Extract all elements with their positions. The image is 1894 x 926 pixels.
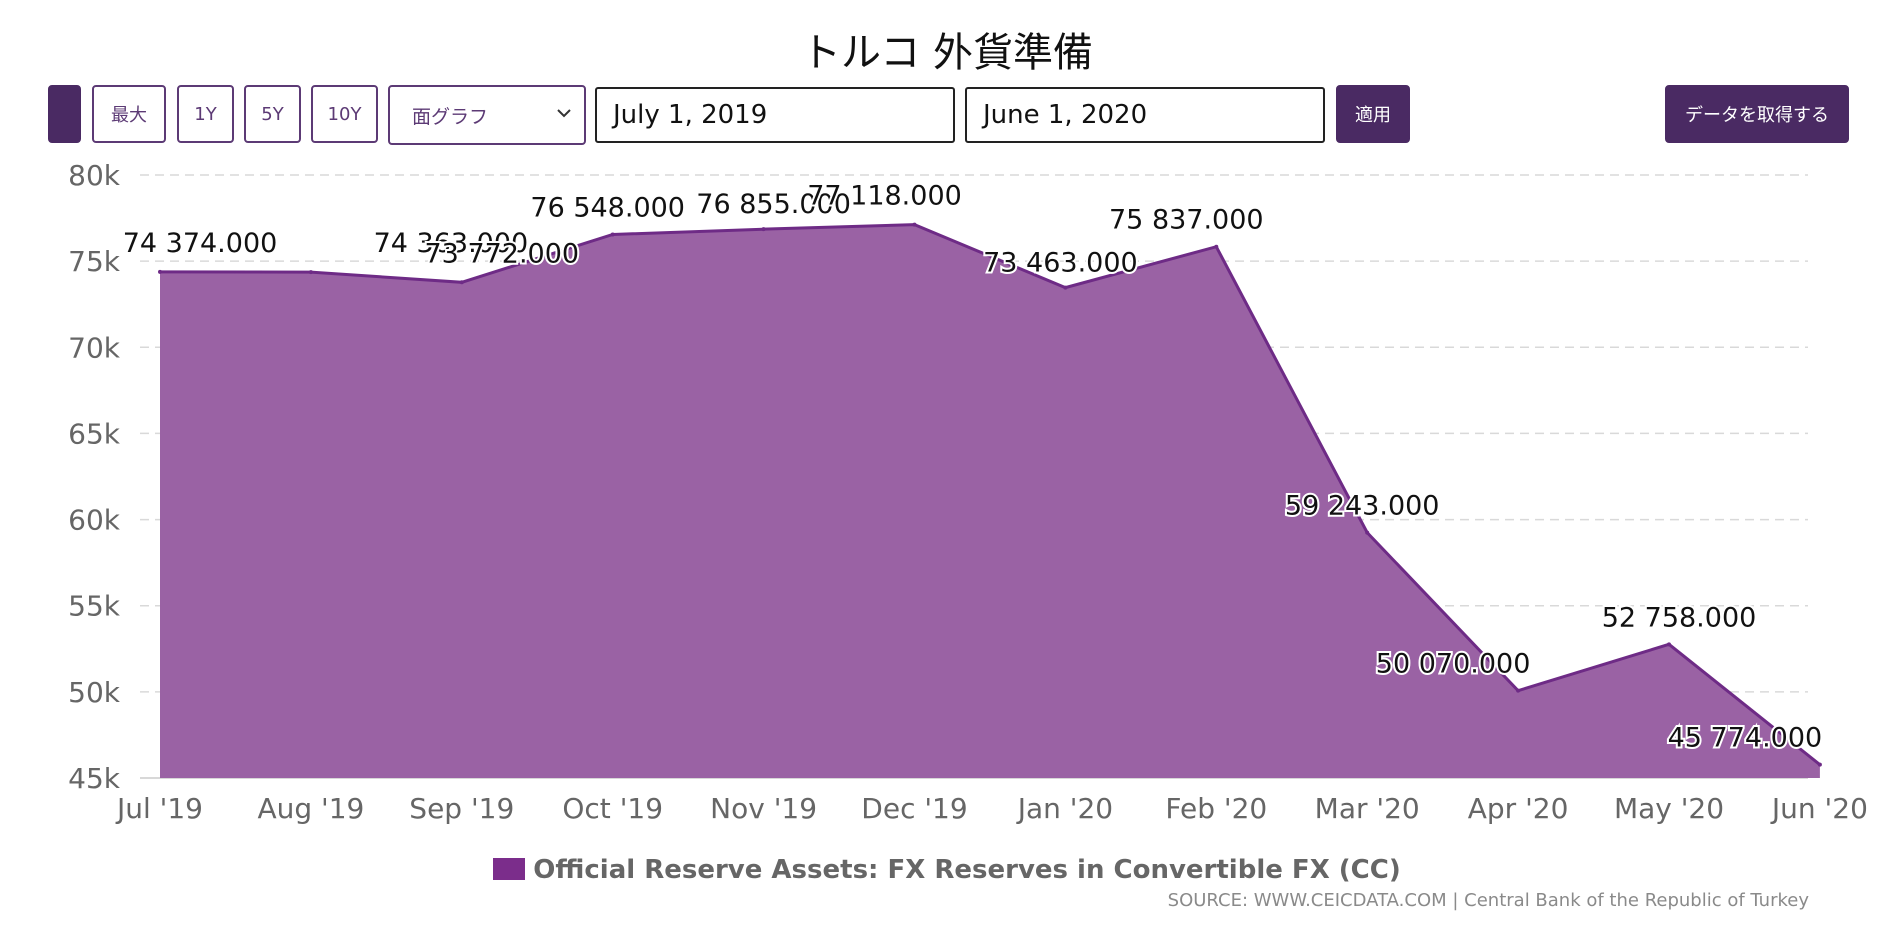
- data-label: 73 463.000: [983, 248, 1138, 279]
- data-label: 52 758.000: [1602, 602, 1757, 633]
- x-tick-label: Nov '19: [710, 792, 817, 825]
- data-label: 77 118.000: [807, 181, 962, 212]
- get-data-button[interactable]: データを取得する: [1665, 85, 1849, 143]
- x-tick-label: Dec '19: [861, 792, 967, 825]
- x-tick-label: Jun '20: [1770, 792, 1868, 825]
- y-tick-label: 45k: [68, 762, 121, 795]
- data-label: 59 243.000: [1285, 491, 1440, 522]
- legend-swatch: [493, 858, 526, 880]
- y-tick-label: 75k: [68, 245, 121, 278]
- data-point: [610, 232, 615, 237]
- data-point: [308, 270, 313, 275]
- data-point: [1365, 530, 1370, 535]
- x-tick-label: Apr '20: [1468, 792, 1569, 825]
- x-tick-label: Jul '19: [115, 792, 203, 825]
- chart-type-select[interactable]: 面グラフ: [388, 85, 586, 145]
- y-tick-label: 70k: [68, 331, 121, 364]
- data-point: [1063, 285, 1068, 290]
- data-label: 73 772.000: [425, 238, 580, 269]
- x-tick-label: May '20: [1614, 792, 1724, 825]
- data-label: 50 070.000: [1376, 649, 1531, 680]
- data-point: [158, 269, 162, 274]
- series-line: [159, 223, 1821, 766]
- end-date-input[interactable]: June 1, 2020: [965, 87, 1325, 143]
- y-tick-label: 80k: [68, 159, 121, 192]
- chevron-down-icon: [557, 109, 571, 118]
- data-point: [1667, 642, 1671, 647]
- source-note: SOURCE: WWW.CEICDATA.COM | Central Bank …: [1167, 890, 1809, 911]
- y-axis: 45k 50k 55k 60k 65k 70k 75k 80k: [68, 159, 121, 795]
- data-point: [459, 280, 464, 285]
- data-label: 76 548.000: [530, 192, 685, 223]
- legend-label: Official Reserve Assets: FX Reserves in …: [533, 855, 1401, 885]
- range-5y-button[interactable]: 5Y: [244, 85, 301, 143]
- start-date-input[interactable]: July 1, 2019: [595, 87, 955, 143]
- x-tick-label: Mar '20: [1315, 792, 1420, 825]
- x-axis: Jul '19 Aug '19 Sep '19 Oct '19 Nov '19 Dec '…: [115, 792, 1868, 825]
- data-point: [761, 227, 766, 232]
- x-tick-label: Sep '19: [409, 792, 514, 825]
- apply-button[interactable]: 適用: [1336, 85, 1410, 143]
- x-tick-label: Jan '20: [1016, 792, 1113, 825]
- data-point: [1214, 244, 1219, 249]
- range-10y-button[interactable]: 10Y: [311, 85, 378, 143]
- chart-title: トルコ 外貨準備: [801, 30, 1093, 76]
- menu-button[interactable]: [48, 85, 81, 143]
- data-point: [912, 222, 917, 227]
- x-tick-label: Oct '19: [562, 792, 663, 825]
- y-tick-label: 55k: [68, 590, 121, 623]
- y-tick-label: 60k: [68, 504, 121, 537]
- toolbar: 最大 1Y 5Y 10Y 面グラフ July 1, 2019 June 1, 2…: [48, 85, 1849, 145]
- y-tick-label: 50k: [68, 676, 121, 709]
- x-tick-label: Aug '19: [257, 792, 364, 825]
- series-area: [160, 224, 1820, 779]
- data-label: 74 363.000: [374, 228, 529, 259]
- range-1y-button[interactable]: 1Y: [177, 85, 234, 143]
- data-label: 45 774.000: [1668, 723, 1823, 754]
- x-tick-label: Feb '20: [1165, 792, 1267, 825]
- data-label: 75 837.000: [1109, 205, 1264, 236]
- y-tick-label: 65k: [68, 417, 121, 450]
- data-point: [1516, 688, 1521, 693]
- data-label: 74 374.000: [123, 228, 278, 259]
- data-points: [158, 222, 1822, 767]
- data-point: [1817, 762, 1822, 767]
- data-label: 76 855.000: [696, 189, 851, 220]
- range-max-button[interactable]: 最大: [92, 85, 166, 143]
- chart-type-value: 面グラフ: [412, 105, 489, 128]
- legend[interactable]: Official Reserve Assets: FX Reserves in …: [0, 855, 1894, 885]
